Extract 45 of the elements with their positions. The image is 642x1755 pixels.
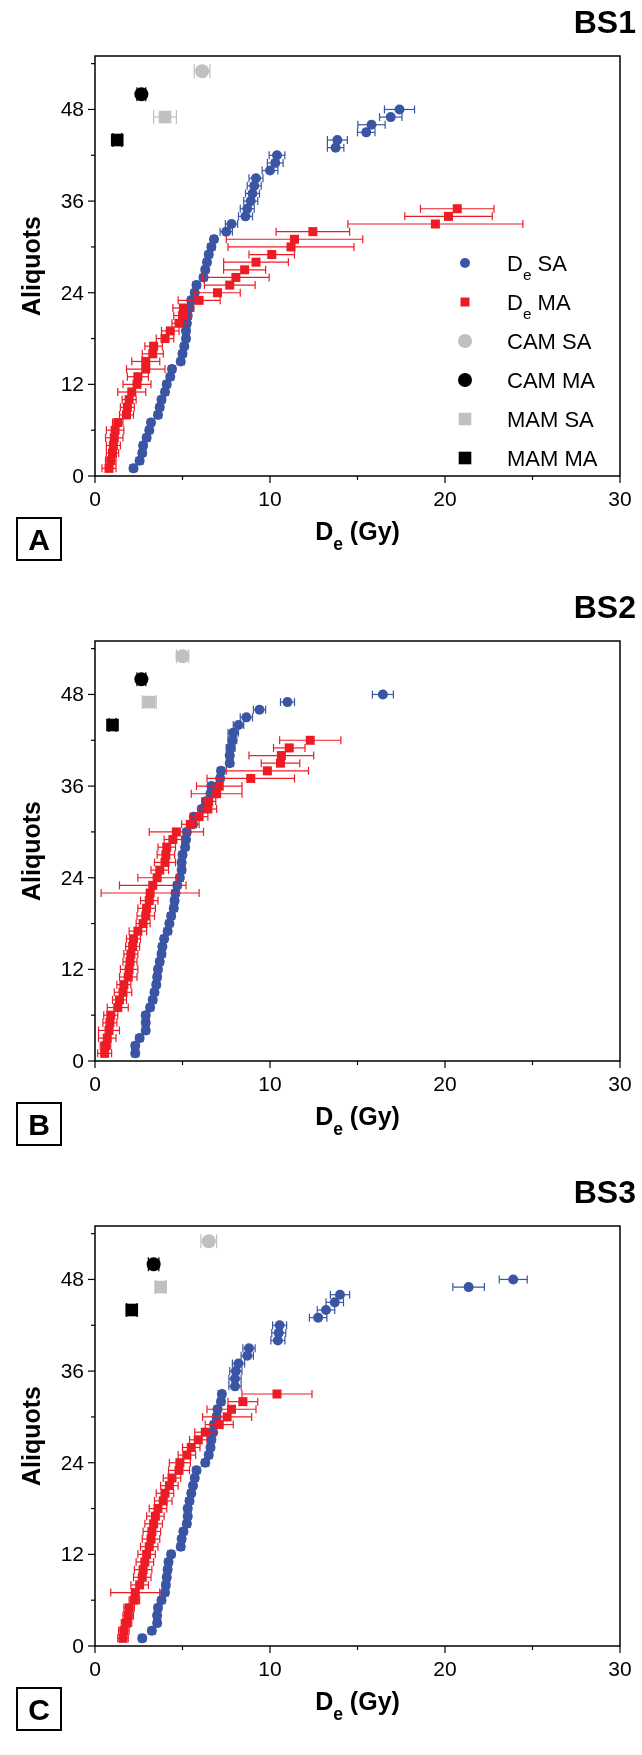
legend-label: CAM MA [507,368,596,393]
x-tick-label: 10 [258,1657,282,1680]
legend-label: MAM SA [507,407,595,432]
legend-label: CAM SA [507,329,592,354]
x-tick-label: 10 [258,487,282,510]
y-tick-label: 0 [72,1049,84,1072]
y-tick-label: 12 [60,372,84,396]
chart-title: BS1 [573,4,636,40]
legend-label: D$_{e}$ SA [507,251,568,283]
y-tick-label: 48 [60,682,84,706]
x-tick-label: 20 [433,1657,457,1680]
y-tick-label: 12 [60,957,84,981]
y-tick-label: 24 [60,280,85,304]
y-tick-label: 0 [72,464,84,487]
chart-title: BS3 [573,1174,636,1210]
y-tick-label: 24 [60,865,85,889]
y-axis-title: Aliquots [17,216,45,316]
legend-label: D$_{e}$ MA [507,290,571,322]
x-tick-label: 0 [89,1657,101,1680]
x-tick-label: 30 [608,1072,632,1095]
x-tick-label: 20 [433,487,457,510]
x-tick-label: 20 [433,1072,457,1095]
text: C [28,1693,50,1726]
y-axis-title: Aliquots [17,1386,45,1486]
y-tick-label: 36 [60,189,84,213]
y-tick-label: 48 [60,97,84,121]
x-axis-title: D$_{e}$ (Gy) [315,1687,400,1724]
y-tick-label: 12 [60,1542,84,1566]
y-tick-label: 24 [60,1450,85,1474]
x-axis-title: D$_{e}$ (Gy) [315,517,400,554]
x-axis-title: D$_{e}$ (Gy) [315,1102,400,1139]
legend-label: MAM MA [507,446,598,471]
y-tick-label: 36 [60,1359,84,1383]
y-axis-title: Aliquots [17,801,45,901]
text: A [28,523,50,556]
x-tick-label: 10 [258,1072,282,1095]
text: B [28,1108,50,1141]
y-tick-label: 36 [60,774,84,798]
x-tick-label: 30 [608,1657,632,1680]
x-tick-label: 0 [89,487,101,510]
y-tick-label: 0 [72,1634,84,1657]
x-tick-label: 0 [89,1072,101,1095]
x-tick-label: 30 [608,487,632,510]
y-tick-label: 48 [60,1267,84,1291]
chart-title: BS2 [573,589,636,625]
